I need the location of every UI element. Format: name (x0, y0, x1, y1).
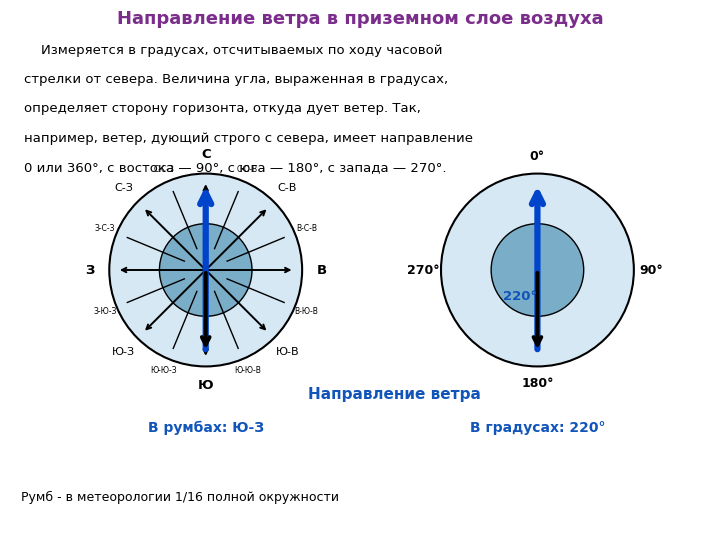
Text: 220°: 220° (503, 291, 537, 303)
Text: Измеряется в градусах, отсчитываемых по ходу часовой: Измеряется в градусах, отсчитываемых по … (24, 44, 443, 57)
Circle shape (491, 224, 584, 316)
Text: В-С-В: В-С-В (296, 224, 317, 233)
Text: например, ветер, дующий строго с севера, имеет направление: например, ветер, дующий строго с севера,… (24, 132, 474, 145)
Text: 90°: 90° (639, 264, 663, 276)
Text: Ю-В: Ю-В (276, 347, 300, 357)
Text: Направление ветра: Направление ветра (308, 388, 481, 402)
Text: С-С-В: С-С-В (237, 165, 258, 174)
Text: 180°: 180° (521, 377, 554, 390)
Text: З-Ю-З: З-Ю-З (94, 307, 117, 316)
Text: 0 или 360°, с востока — 90°, с юга — 180°, с запада — 270°.: 0 или 360°, с востока — 90°, с юга — 180… (24, 161, 447, 174)
Text: Ю: Ю (198, 379, 214, 392)
Text: В: В (316, 264, 326, 276)
Circle shape (441, 173, 634, 367)
Text: В румбах: Ю-З: В румбах: Ю-З (148, 421, 264, 435)
Text: Ю-Ю-В: Ю-Ю-В (234, 366, 261, 375)
Text: З: З (85, 264, 95, 276)
Wedge shape (508, 225, 582, 315)
Text: С-З: С-З (114, 183, 133, 193)
Text: Ю-Ю-З: Ю-Ю-З (150, 366, 177, 375)
Text: 0°: 0° (530, 150, 545, 163)
Text: Румб - в метеорологии 1/16 полной окружности: Румб - в метеорологии 1/16 полной окружн… (21, 491, 338, 504)
Text: стрелки от севера. Величина угла, выраженная в градусах,: стрелки от севера. Величина угла, выраже… (24, 73, 449, 86)
Text: Направление ветра в приземном слое воздуха: Направление ветра в приземном слое возду… (117, 10, 603, 28)
Text: З-С-З: З-С-З (95, 224, 115, 233)
Circle shape (159, 224, 252, 316)
Text: С-В: С-В (278, 183, 297, 193)
Text: В-Ю-В: В-Ю-В (294, 307, 318, 316)
Text: С: С (201, 148, 210, 161)
Text: определяет сторону горизонта, откуда дует ветер. Так,: определяет сторону горизонта, откуда дуе… (24, 102, 421, 115)
Text: 270°: 270° (408, 264, 440, 276)
Text: Ю-З: Ю-З (112, 347, 135, 357)
Text: В градусах: 220°: В градусах: 220° (469, 421, 606, 435)
Circle shape (109, 173, 302, 367)
Wedge shape (177, 225, 251, 315)
Text: С-С-З: С-С-З (153, 165, 174, 174)
